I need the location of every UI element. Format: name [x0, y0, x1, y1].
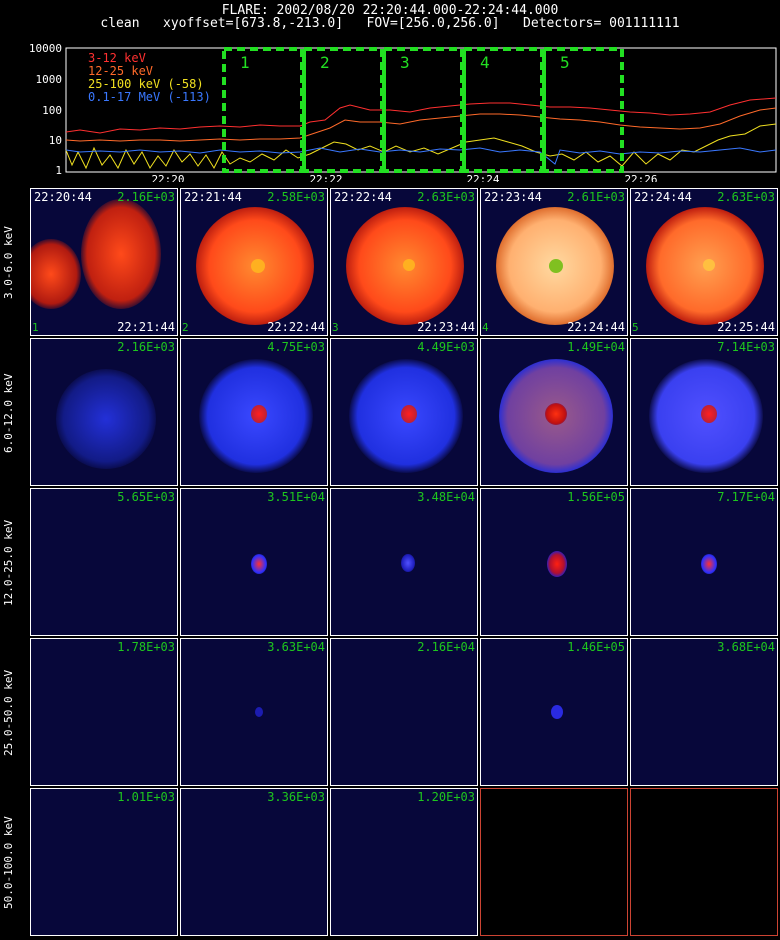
image-cell: 1.49E+04 — [480, 338, 628, 486]
peak-value: 2.63E+03 — [417, 190, 475, 204]
curve-25-100kev — [65, 123, 777, 170]
time-end: 22:25:44 — [717, 320, 775, 334]
curve-0.1-17mev — [65, 147, 777, 165]
energy-band-label: 3.0-6.0 keV — [2, 226, 15, 300]
legend-item: 25-100 keV (-58) — [88, 77, 204, 91]
time-start: 22:24:44 — [634, 190, 692, 204]
x-tick: 22:20 — [151, 173, 184, 182]
peak-value: 4.49E+03 — [417, 340, 475, 354]
peak-value: 1.49E+04 — [567, 340, 625, 354]
y-tick: 1000 — [36, 73, 63, 86]
peak-value: 5.65E+03 — [117, 490, 175, 504]
image-cell: 4.75E+03 — [180, 338, 328, 486]
image-parameters: clean xyoffset=[673.8,-213.0] FOV=[256.0… — [100, 16, 680, 31]
time-end: 22:23:44 — [417, 320, 475, 334]
legend-item: 3-12 keV — [88, 51, 146, 65]
peak-value: 2.16E+04 — [417, 640, 475, 654]
y-tick: 10 — [49, 134, 62, 147]
image-cell: 3.36E+03 — [180, 788, 328, 936]
peak-value: 1.56E+05 — [567, 490, 625, 504]
image-cell: 22:20:44 2.16E+03 22:21:44 1 — [30, 188, 178, 336]
peak-value: 2.58E+03 — [267, 190, 325, 204]
peak-value: 1.01E+03 — [117, 790, 175, 804]
peak-value: 7.14E+03 — [717, 340, 775, 354]
peak-value: 1.20E+03 — [417, 790, 475, 804]
peak-value: 3.48E+04 — [417, 490, 475, 504]
interval-label: 2 — [320, 53, 330, 72]
interval-index: 1 — [32, 321, 39, 334]
interval-index: 4 — [482, 321, 489, 334]
energy-band-label: 6.0-12.0 keV — [2, 373, 15, 453]
image-cell: 5.65E+03 — [30, 488, 178, 636]
peak-value: 1.46E+05 — [567, 640, 625, 654]
x-tick: 22:22 — [309, 173, 342, 182]
interval-index: 3 — [332, 321, 339, 334]
flare-title: FLARE: 2002/08/20 22:20:44.000-22:24:44.… — [221, 3, 559, 18]
image-cell: 22:21:44 2.58E+03 22:22:44 2 — [180, 188, 328, 336]
image-cell: 2.16E+04 — [330, 638, 478, 786]
time-end: 22:22:44 — [267, 320, 325, 334]
interval-label: 1 — [240, 53, 250, 72]
interval-index: 2 — [182, 321, 189, 334]
time-start: 22:20:44 — [34, 190, 92, 204]
peak-value: 3.51E+04 — [267, 490, 325, 504]
legend-item: 0.1-17 MeV (-113) — [88, 90, 211, 104]
image-cell: 3.63E+04 — [180, 638, 328, 786]
energy-band-label: 25.0-50.0 keV — [2, 669, 15, 757]
y-tick: 100 — [42, 104, 62, 117]
curve-12-25kev — [65, 107, 777, 142]
y-tick: 10000 — [29, 42, 62, 55]
peak-value: 2.61E+03 — [567, 190, 625, 204]
image-cell: 3.48E+04 — [330, 488, 478, 636]
time-start: 22:23:44 — [484, 190, 542, 204]
interval-label: 3 — [400, 53, 410, 72]
time-end: 22:21:44 — [117, 320, 175, 334]
image-cell: 7.17E+04 — [630, 488, 778, 636]
x-tick: 22:24 — [466, 173, 499, 182]
peak-value: 3.63E+04 — [267, 640, 325, 654]
time-end: 22:24:44 — [567, 320, 625, 334]
empty-image-cell — [630, 788, 778, 936]
time-start: 22:21:44 — [184, 190, 242, 204]
peak-value: 2.16E+03 — [117, 190, 175, 204]
peak-value: 1.78E+03 — [117, 640, 175, 654]
image-cell: 22:24:44 2.63E+03 22:25:44 5 — [630, 188, 778, 336]
empty-image-cell — [480, 788, 628, 936]
energy-band-label: 50.0-100.0 keV — [2, 816, 15, 910]
y-tick: 1 — [55, 164, 62, 177]
image-cell: 3.51E+04 — [180, 488, 328, 636]
image-cell: 1.56E+05 — [480, 488, 628, 636]
interval-index: 5 — [632, 321, 639, 334]
interval-markers — [222, 47, 624, 173]
time-start: 22:22:44 — [334, 190, 392, 204]
peak-value: 2.16E+03 — [117, 340, 175, 354]
peak-value: 7.17E+04 — [717, 490, 775, 504]
image-cell: 22:23:44 2.61E+03 22:24:44 4 — [480, 188, 628, 336]
legend-item: 12-25 keV — [88, 64, 153, 78]
peak-value: 3.68E+04 — [717, 640, 775, 654]
image-cell: 1.46E+05 — [480, 638, 628, 786]
interval-label: 4 — [480, 53, 490, 72]
image-cell: 22:22:44 2.63E+03 22:23:44 3 — [330, 188, 478, 336]
peak-value: 3.36E+03 — [267, 790, 325, 804]
image-cell: 7.14E+03 — [630, 338, 778, 486]
image-cell: 1.20E+03 — [330, 788, 478, 936]
peak-value: 4.75E+03 — [267, 340, 325, 354]
image-cell: 4.49E+03 — [330, 338, 478, 486]
image-cell: 2.16E+03 — [30, 338, 178, 486]
peak-value: 2.63E+03 — [717, 190, 775, 204]
image-cell: 1.01E+03 — [30, 788, 178, 936]
curve-3-12kev — [65, 97, 777, 134]
image-cell: 3.68E+04 — [630, 638, 778, 786]
energy-band-label: 12.0-25.0 keV — [2, 519, 15, 607]
image-cell: 1.78E+03 — [30, 638, 178, 786]
lightcurve-plot: 10000 1000 100 10 1 22:20 22:22 22:24 22… — [29, 42, 777, 182]
x-tick: 22:26 — [624, 173, 657, 182]
interval-label: 5 — [560, 53, 570, 72]
